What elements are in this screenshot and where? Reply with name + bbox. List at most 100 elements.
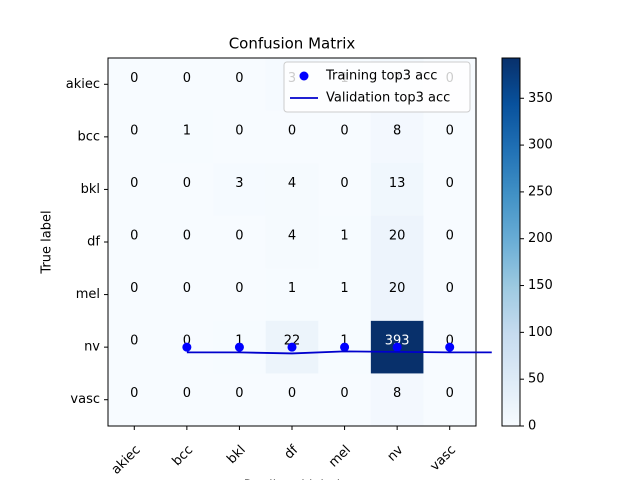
legend-label: Training top3 acc [325,69,437,84]
data-point [445,342,455,352]
data-point [234,342,244,352]
cell-label: 0 [235,386,243,401]
cell-label: 0 [446,176,454,191]
heatmap-cell [265,163,319,217]
colorbar-tick-label: 300 [528,138,553,153]
x-tick-label: vasc [427,443,459,475]
cell-label: 0 [130,123,138,138]
heatmap-cell [160,110,214,164]
cell-label: 1 [340,281,348,296]
y-tick-label: df [87,235,100,250]
heatmap-cell [265,110,319,164]
y-tick-label: bcc [77,129,100,144]
heatmap-cell [108,215,162,269]
heatmap-cell [108,268,162,322]
heatmap-cell [160,268,214,322]
cell-label: 1 [340,334,348,349]
cell-label: 0 [183,71,191,86]
heatmap-cell [318,110,372,164]
data-point [340,342,350,352]
heatmap-cell [108,58,162,112]
colorbar-tick-label: 150 [528,278,553,293]
y-axis-label: True label [40,210,55,274]
cell-label: 20 [389,281,406,296]
heatmap-cell [160,215,214,269]
cell-label: 0 [183,386,191,401]
cell-label: 0 [235,71,243,86]
cell-label: 0 [446,281,454,296]
cell-label: 0 [130,334,138,349]
y-tick-label: bkl [81,182,100,197]
heatmap-cell [423,268,477,322]
heatmap-cell [370,215,424,269]
cell-label: 0 [183,334,191,349]
chart-title: Confusion Matrix [229,35,356,53]
heatmap-cell [423,215,477,269]
heatmap-cell [160,163,214,217]
data-point [392,342,402,352]
x-tick-label: mel [326,443,354,471]
cell-label: 0 [446,386,454,401]
cell-label: 0 [183,176,191,191]
cell-label: 0 [130,281,138,296]
cell-label: 0 [340,176,348,191]
colorbar-tick-label: 350 [528,91,553,106]
cell-label: 0 [130,229,138,244]
y-tick-label: vasc [70,392,100,407]
heatmap-cell [108,110,162,164]
cell-label: 0 [446,123,454,138]
heatmap-cell [108,163,162,217]
heatmap-cell [370,268,424,322]
x-axis-label: Predicted label [244,479,341,480]
heatmap-cell [423,110,477,164]
cell-label: 1 [340,229,348,244]
heatmap-cell [318,163,372,217]
cell-label: 0 [235,229,243,244]
y-tick-label: akiec [66,77,100,92]
cell-label: 20 [389,229,406,244]
heatmap-cell [213,163,267,217]
x-tick-label: nv [385,442,407,464]
heatmap-cell [213,58,267,112]
y-tick-label: mel [76,287,100,302]
x-tick-label: bcc [170,443,197,470]
colorbar-tick-label: 50 [528,372,545,387]
cell-label: 0 [235,281,243,296]
cell-label: 0 [130,386,138,401]
cell-label: 0 [446,334,454,349]
legend-box [283,61,471,113]
cell-label: 0 [288,386,296,401]
cell-label: 4 [288,176,296,191]
heatmap-cell [213,110,267,164]
cell-label: 22 [284,334,301,349]
cell-label: 0 [446,229,454,244]
colorbar [501,57,521,427]
x-tick-label: akiec [109,443,144,478]
cell-label: 0 [183,281,191,296]
cell-label: 393 [385,334,410,349]
colorbar-tick-label: 200 [528,231,553,246]
colorbar-tick-label: 0 [528,419,536,434]
x-tick-label: df [282,442,302,462]
data-point [287,342,297,352]
cell-label: 1 [183,123,191,138]
cell-label: 0 [340,386,348,401]
cell-label: 8 [393,386,401,401]
cell-label: 0 [340,123,348,138]
heatmap-cell [370,163,424,217]
cell-label: 1 [235,334,243,349]
cell-label: 0 [183,229,191,244]
heatmap-cell [370,373,424,427]
cell-label: 1 [288,281,296,296]
heatmap-cell [213,215,267,269]
heatmap-cell [423,163,477,217]
cell-label: 8 [393,123,401,138]
heatmap-cell [213,268,267,322]
heatmap-cell [265,215,319,269]
heatmap-cell [423,373,477,427]
heatmap-cell [265,268,319,322]
cell-label: 0 [130,71,138,86]
data-point [182,342,192,352]
cell-label: 13 [389,176,406,191]
legend-marker [299,71,309,81]
